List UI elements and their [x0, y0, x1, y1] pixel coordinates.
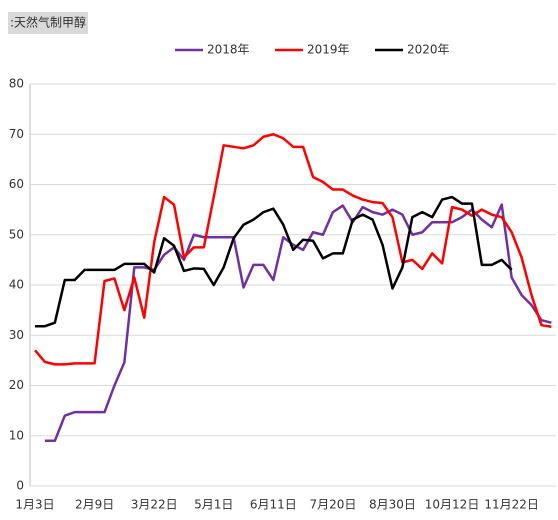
x-tick-label: 6月11日 [250, 498, 297, 512]
series-line [34, 133, 552, 366]
y-tick-label: 0 [16, 479, 24, 493]
y-tick-label: 60 [9, 177, 24, 191]
y-tick-label: 40 [9, 278, 24, 292]
chart-title: :天然气制甲醇 [10, 15, 86, 30]
x-tick-label: 1月3日 [15, 498, 54, 512]
legend-label: 2020年 [407, 43, 450, 57]
x-tick-label: 5月1日 [194, 498, 233, 512]
x-tick-label: 11月22日 [484, 498, 539, 512]
y-tick-label: 10 [9, 428, 24, 442]
y-tick-label: 50 [9, 227, 24, 241]
x-tick-label: 10月12日 [425, 498, 480, 512]
x-tick-label: 3月22日 [131, 498, 178, 512]
legend-label: 2018年 [207, 43, 250, 57]
legend-label: 2019年 [307, 43, 350, 57]
x-tick-label: 7月20日 [309, 498, 356, 512]
x-tick-label: 8月30日 [369, 498, 416, 512]
y-tick-label: 80 [9, 77, 24, 91]
x-tick-label: 2月9日 [75, 498, 114, 512]
y-tick-label: 20 [9, 378, 24, 392]
series-line [44, 203, 552, 443]
title-box [8, 12, 88, 34]
y-tick-label: 30 [9, 328, 24, 342]
y-tick-label: 70 [9, 127, 24, 141]
series-line [35, 195, 513, 328]
